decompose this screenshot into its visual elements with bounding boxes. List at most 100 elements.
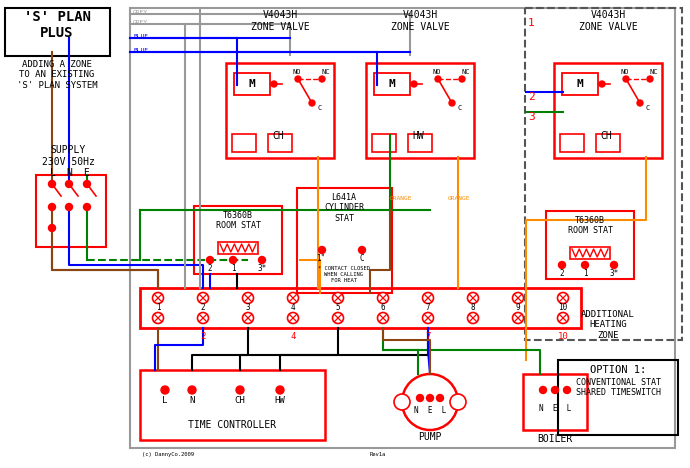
Circle shape (377, 292, 388, 304)
Circle shape (288, 313, 299, 323)
Text: NC: NC (462, 69, 471, 75)
Text: 'S' PLAN
PLUS: 'S' PLAN PLUS (23, 10, 90, 40)
Text: 9: 9 (515, 304, 520, 313)
Circle shape (459, 76, 465, 82)
Circle shape (558, 292, 569, 304)
Text: 10: 10 (558, 332, 569, 341)
Circle shape (647, 76, 653, 82)
Text: NC: NC (650, 69, 658, 75)
Text: N  E  L: N E L (414, 406, 446, 415)
Text: 1: 1 (582, 269, 587, 278)
Text: CONVENTIONAL STAT
SHARED TIMESWITCH: CONVENTIONAL STAT SHARED TIMESWITCH (575, 378, 660, 397)
Text: 2: 2 (200, 332, 206, 341)
Circle shape (295, 76, 301, 82)
Circle shape (188, 386, 196, 394)
Text: 2: 2 (208, 264, 213, 273)
Circle shape (319, 76, 325, 82)
Text: CH: CH (600, 131, 612, 141)
Bar (140, 288, 581, 328)
Text: TIME CONTROLLER: TIME CONTROLLER (188, 420, 276, 430)
Circle shape (48, 225, 55, 232)
Circle shape (417, 395, 424, 402)
Circle shape (377, 313, 388, 323)
Text: L641A
CYLINDER
STAT: L641A CYLINDER STAT (324, 193, 364, 223)
Circle shape (259, 256, 266, 263)
Circle shape (422, 292, 433, 304)
Bar (374, 73, 410, 95)
Bar (560, 134, 584, 152)
Text: 4: 4 (290, 332, 296, 341)
Text: N: N (189, 396, 195, 405)
Bar (226, 63, 334, 158)
Bar (596, 134, 620, 152)
Circle shape (333, 313, 344, 323)
Text: PUMP: PUMP (418, 432, 442, 442)
Circle shape (271, 81, 277, 87)
Text: ORANGE: ORANGE (390, 196, 413, 201)
Bar (554, 63, 662, 158)
Circle shape (309, 100, 315, 106)
Text: M: M (577, 79, 583, 89)
Text: M: M (388, 79, 395, 89)
Bar (562, 73, 598, 95)
Bar (366, 63, 474, 158)
Circle shape (288, 292, 299, 304)
Text: V4043H
ZONE VALVE: V4043H ZONE VALVE (250, 10, 309, 32)
Text: 3*: 3* (257, 264, 266, 273)
Circle shape (242, 313, 253, 323)
Text: 3*: 3* (609, 269, 619, 278)
Circle shape (437, 395, 444, 402)
Text: OPTION 1:: OPTION 1: (590, 365, 646, 375)
Circle shape (411, 81, 417, 87)
Circle shape (468, 313, 478, 323)
Text: 2: 2 (528, 92, 535, 102)
Circle shape (152, 313, 164, 323)
Circle shape (197, 292, 208, 304)
Text: E: E (83, 168, 89, 178)
Circle shape (319, 247, 326, 254)
Text: NC: NC (322, 69, 331, 75)
Text: SUPPLY
230V 50Hz: SUPPLY 230V 50Hz (41, 145, 95, 167)
Bar (372, 134, 396, 152)
Circle shape (513, 292, 524, 304)
Circle shape (422, 313, 433, 323)
Circle shape (435, 76, 441, 82)
Text: 7: 7 (425, 332, 431, 341)
Circle shape (513, 313, 524, 323)
Text: NO: NO (621, 69, 629, 75)
Text: 1: 1 (230, 264, 235, 273)
Text: 1: 1 (528, 18, 535, 28)
Text: CH: CH (272, 131, 284, 141)
Bar (268, 134, 292, 152)
Text: 8: 8 (471, 304, 475, 313)
Circle shape (206, 256, 213, 263)
Bar (297, 188, 392, 293)
Circle shape (623, 76, 629, 82)
Text: L: L (50, 168, 56, 178)
Text: 2: 2 (201, 304, 206, 313)
Circle shape (558, 313, 569, 323)
Text: C: C (359, 254, 364, 263)
Text: BLUE: BLUE (133, 48, 148, 53)
Circle shape (637, 100, 643, 106)
Text: 3: 3 (246, 304, 250, 313)
Bar (558, 360, 678, 435)
Circle shape (83, 181, 90, 188)
Text: 7: 7 (426, 304, 431, 313)
Circle shape (66, 204, 72, 211)
Circle shape (449, 100, 455, 106)
Bar (140, 370, 325, 440)
Circle shape (599, 81, 605, 87)
Text: 6: 6 (381, 304, 385, 313)
Bar (194, 206, 282, 274)
Circle shape (402, 374, 458, 430)
Text: HW: HW (275, 396, 286, 405)
Circle shape (564, 387, 571, 394)
Circle shape (394, 394, 410, 410)
Text: C: C (458, 105, 462, 111)
Text: NO: NO (293, 69, 302, 75)
Text: HW: HW (412, 131, 424, 141)
Text: ORANGE: ORANGE (448, 196, 471, 201)
Circle shape (48, 204, 55, 211)
Circle shape (276, 386, 284, 394)
